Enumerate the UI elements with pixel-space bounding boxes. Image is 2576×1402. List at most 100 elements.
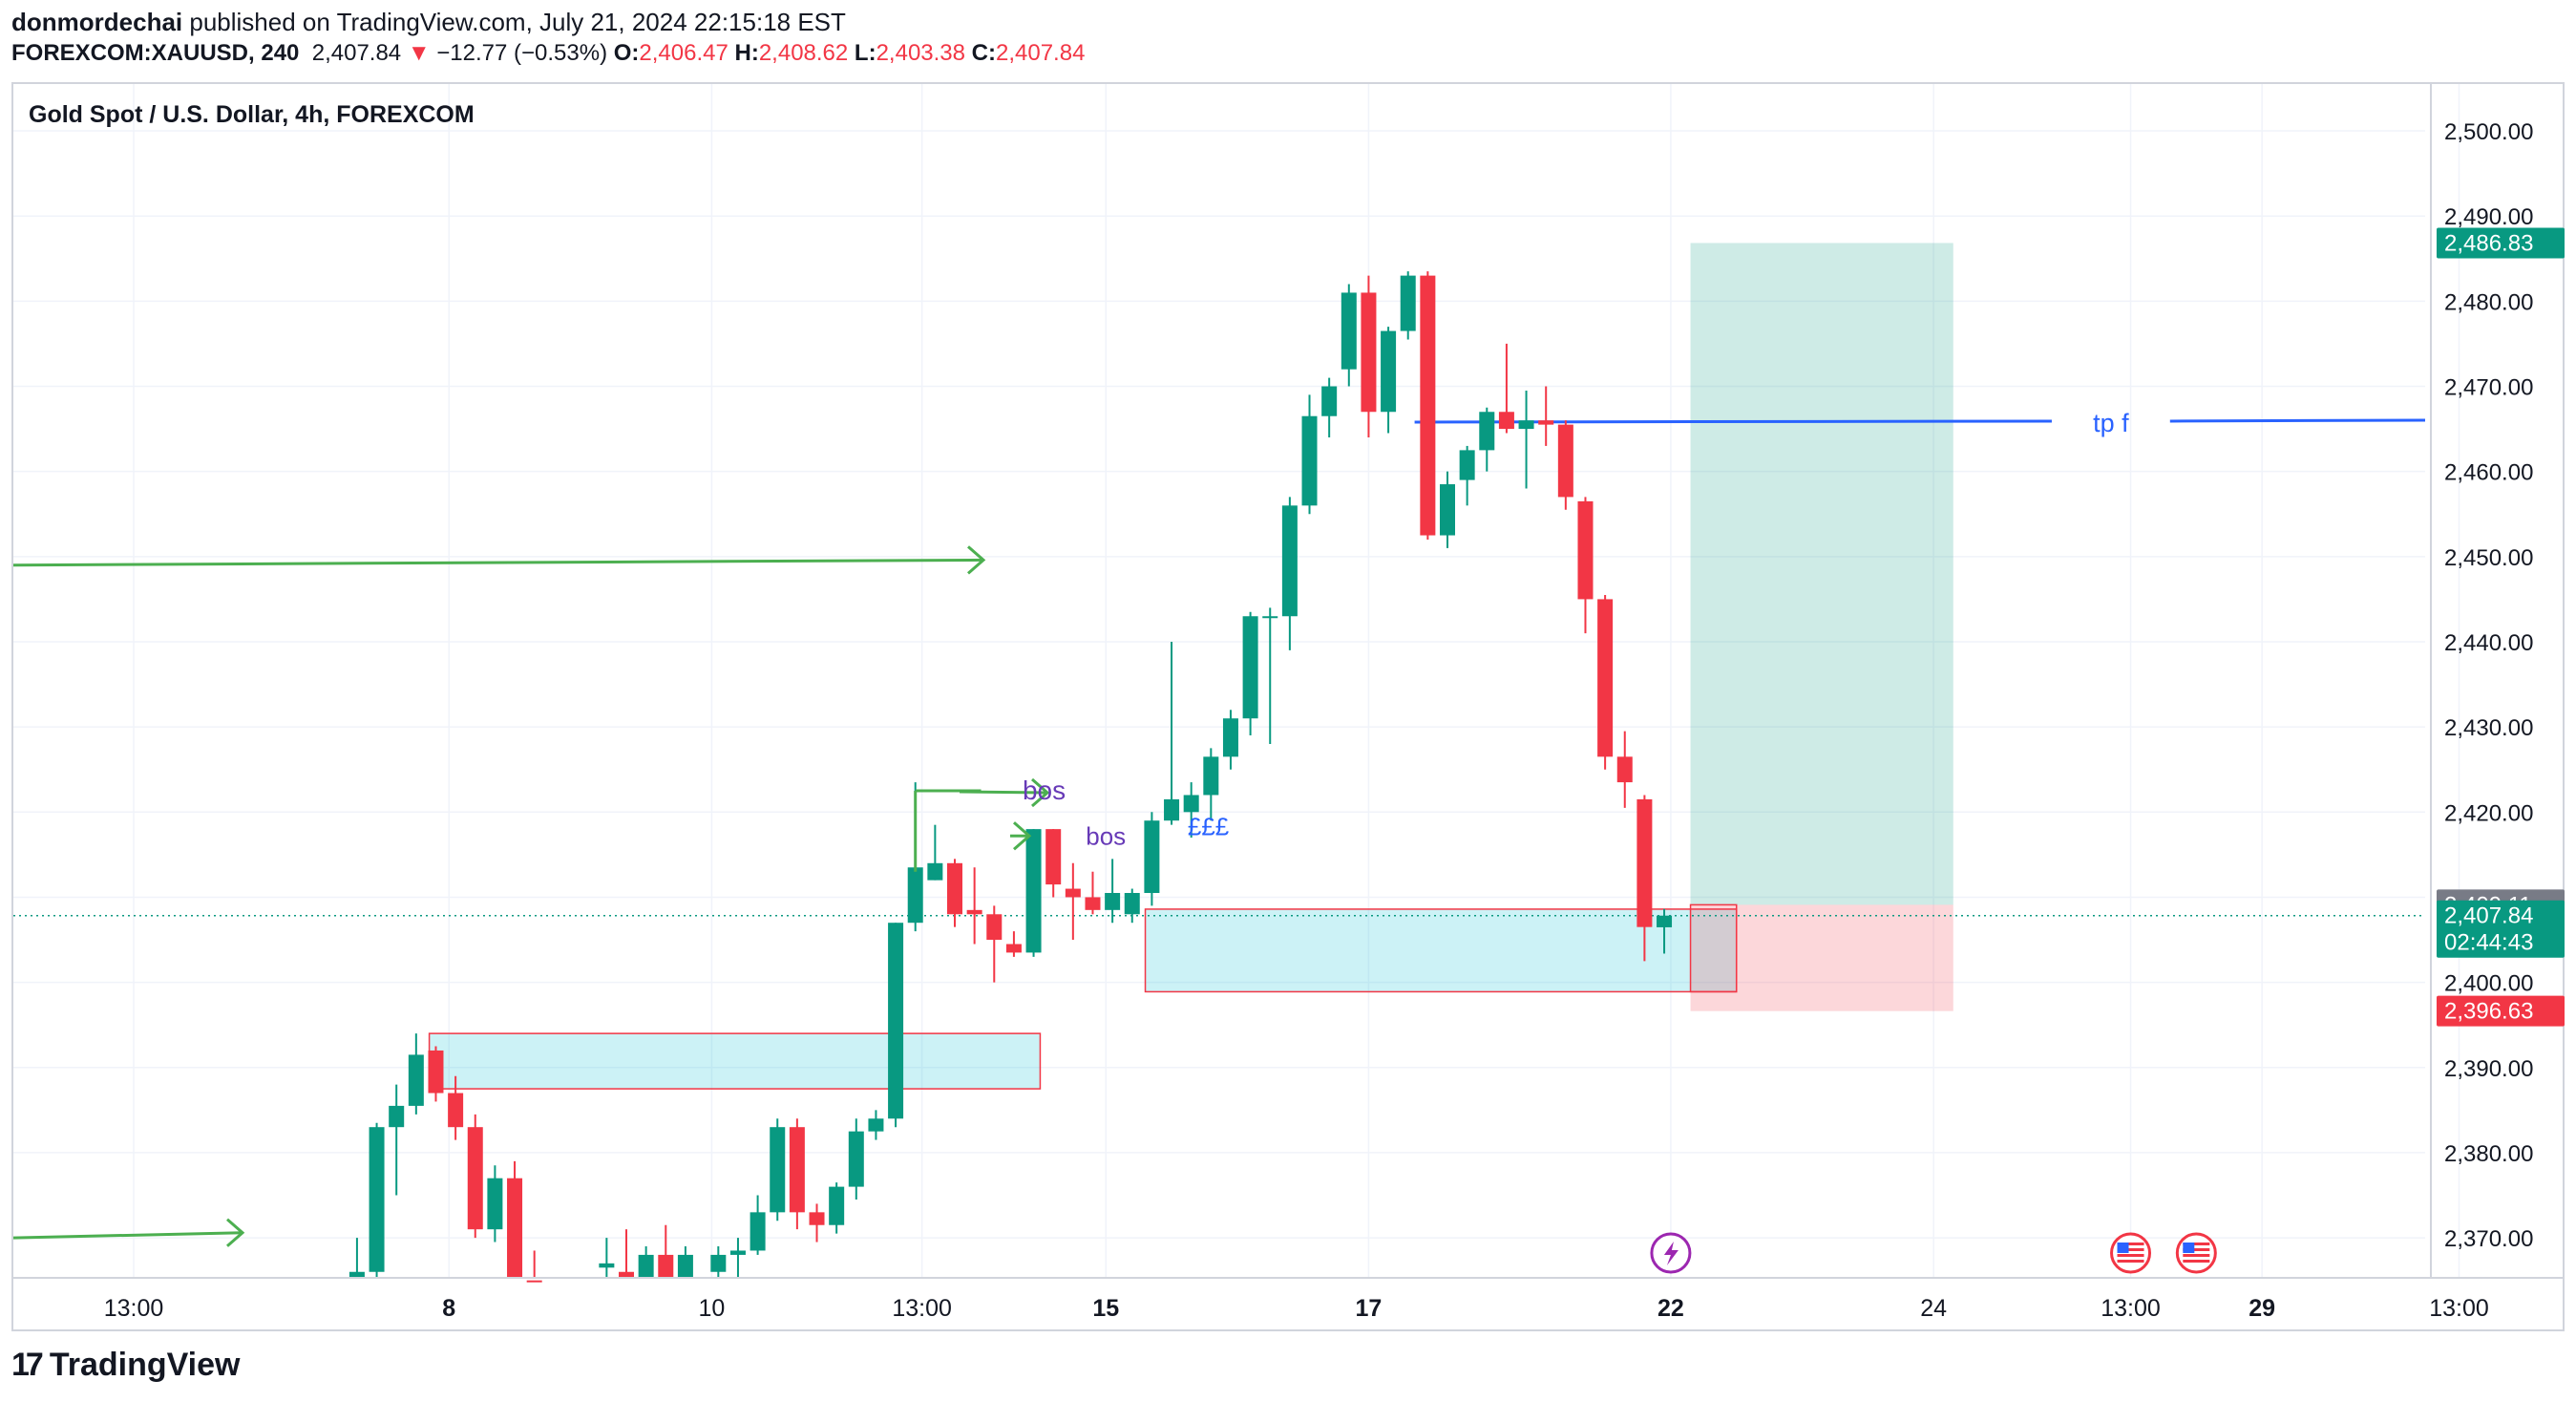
price-label-badge — [2437, 900, 2565, 958]
price-label-badge — [2437, 227, 2565, 259]
candle-body — [1361, 292, 1377, 413]
candle-body — [1164, 798, 1180, 821]
high-value: 2,408.62 — [758, 40, 849, 66]
tradingview-mark-icon: 17 — [11, 1347, 44, 1383]
candle-body — [1657, 915, 1673, 927]
price-tick-label: 2,490.00 — [2444, 204, 2533, 230]
arrow-head-icon — [1013, 821, 1032, 851]
price-tick-label: 2,390.00 — [2444, 1056, 2533, 1082]
candle-body — [467, 1127, 483, 1230]
price-tick-label: 2,370.00 — [2444, 1226, 2533, 1252]
price-tick-label: 2,460.00 — [2444, 460, 2533, 486]
candle-body — [1420, 275, 1436, 536]
candle-body — [966, 909, 982, 915]
horizontal-arrow — [12, 558, 984, 567]
candle-body — [1045, 829, 1062, 885]
candle-body — [729, 1250, 746, 1255]
candle-body — [750, 1212, 766, 1251]
chart-frame — [11, 82, 2565, 1331]
price-tick-label: 2,380.00 — [2444, 1141, 2533, 1167]
candle-body — [829, 1186, 845, 1225]
candle-body — [1301, 415, 1318, 506]
entry-box — [1689, 903, 1738, 993]
candle-body — [1065, 888, 1081, 898]
candle-body — [1281, 505, 1298, 617]
candle-body — [638, 1254, 654, 1278]
candle-body — [770, 1127, 786, 1213]
candle-body — [1597, 599, 1614, 757]
time-tick-label: 13:00 — [2101, 1295, 2161, 1322]
time-axis: 13:00 8 10 13:00 15 17 22 24 13:00 29 13:00 — [104, 1295, 2489, 1322]
time-tick-label: 15 — [1092, 1295, 1119, 1322]
candle-body — [1262, 616, 1278, 619]
price-tick-label: 2,500.00 — [2444, 119, 2533, 145]
candle-body — [1636, 798, 1653, 927]
price-tick-label: 2,420.00 — [2444, 800, 2533, 826]
candle-body — [907, 867, 923, 924]
candle-body — [1440, 484, 1455, 536]
price-tick-label: 2,430.00 — [2444, 715, 2533, 741]
pound-annotation: £££ — [1188, 812, 1230, 840]
low-value: 2,403.38 — [876, 40, 965, 66]
tradingview-logo[interactable]: 17 TradingView — [11, 1347, 240, 1384]
chart-lines — [13, 418, 2426, 917]
flag-stripe — [2183, 1260, 2210, 1263]
candle-body — [1183, 795, 1199, 813]
candle-body — [868, 1118, 884, 1132]
price-label-text: 2,407.84 — [2444, 903, 2533, 929]
candle-body — [1400, 275, 1416, 331]
candle-body — [507, 1178, 523, 1278]
brand-name: TradingView — [49, 1347, 241, 1383]
price-tick-label: 2,470.00 — [2444, 375, 2533, 401]
candle-body — [1222, 718, 1238, 757]
candle-body — [1459, 450, 1475, 480]
candle-body — [1242, 616, 1258, 719]
candle-body — [677, 1254, 693, 1278]
symbol-label: FOREXCOM:XAUUSD, 240 — [11, 40, 300, 66]
countdown-label: 02:44:43 — [2444, 930, 2533, 956]
candle-body — [789, 1127, 805, 1213]
candle-body — [1321, 386, 1338, 416]
last-price: 2,407.84 — [311, 40, 402, 66]
chart-title: Gold Spot / U.S. Dollar, 4h, FOREXCOM — [29, 101, 475, 128]
candle-body — [848, 1131, 864, 1187]
tp-line — [2169, 418, 2426, 423]
candle-body — [1381, 330, 1397, 413]
stop-zone — [1690, 904, 1953, 1011]
candle-body — [1124, 893, 1140, 915]
candle-body — [1557, 424, 1573, 498]
candle-body — [1498, 412, 1514, 430]
publish-text: published on TradingView.com, July 21, 2… — [189, 8, 846, 36]
price-tick-label: 2,400.00 — [2444, 971, 2533, 997]
candle-body — [619, 1271, 634, 1278]
author-name[interactable]: donmordechai — [11, 8, 183, 36]
arrow-head-icon — [1031, 777, 1050, 808]
time-tick-label: 22 — [1658, 1295, 1684, 1322]
bos-label: bos — [1023, 775, 1066, 805]
chart-grid — [13, 84, 2460, 1278]
chart-zones — [428, 243, 1953, 1090]
bos-label: bos — [1086, 821, 1126, 850]
time-tick-label: 29 — [2249, 1295, 2275, 1322]
candle-body — [599, 1263, 615, 1268]
arrow-head-icon — [967, 545, 986, 575]
flag-stripe — [2117, 1254, 2144, 1257]
candle-body — [947, 862, 962, 915]
close-value: 2,407.84 — [996, 40, 1086, 66]
publish-info: donmordechai published on TradingView.co… — [11, 8, 846, 37]
price-tick-label: 2,450.00 — [2444, 545, 2533, 571]
lightning-glyph — [1663, 1242, 1679, 1265]
candle-body — [1105, 893, 1121, 910]
candle-body — [1025, 829, 1042, 953]
candle-body — [1085, 897, 1101, 910]
flag-stripe — [2117, 1243, 2144, 1245]
time-tick-label: 24 — [1920, 1295, 1947, 1322]
flag-stripe — [2117, 1260, 2144, 1263]
candle-body — [389, 1105, 405, 1128]
ohlc-bar: FOREXCOM:XAUUSD, 240 2,407.84 ▼ −12.77 (… — [11, 40, 1085, 67]
flag-stripe — [2183, 1243, 2210, 1245]
candle-body — [986, 914, 1003, 941]
time-tick-label: 17 — [1356, 1295, 1383, 1322]
